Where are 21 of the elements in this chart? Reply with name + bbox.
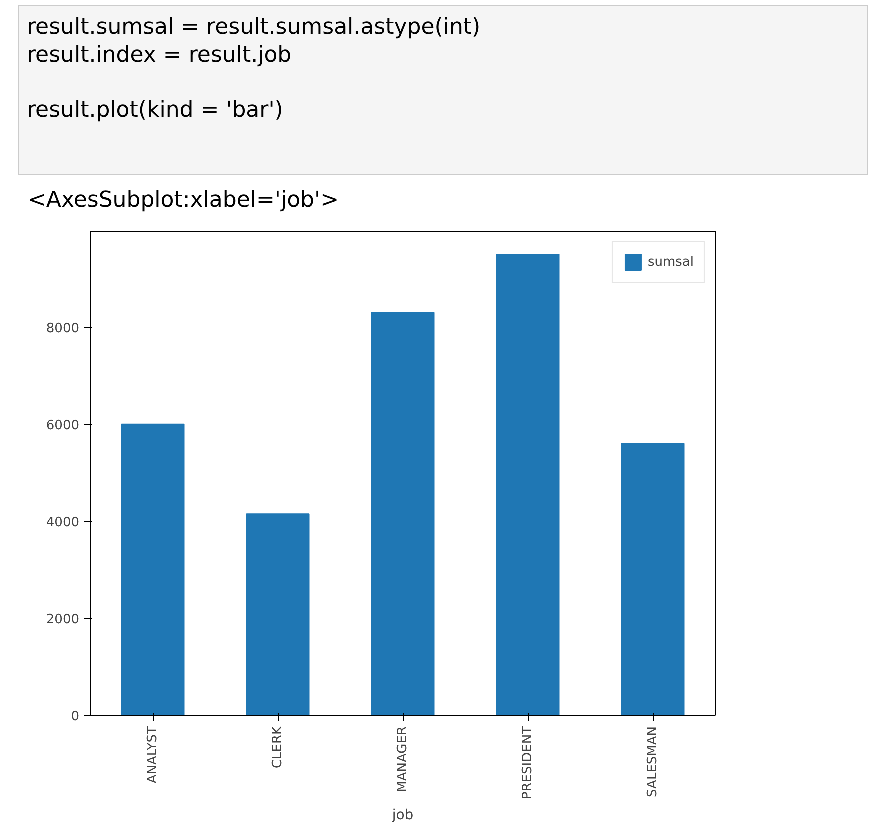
x-tick-label: MANAGER [396,726,410,792]
text: result.sumsal = result.sumsal.astype(int) [27,15,481,40]
bar [621,443,685,716]
x-tick-label: CLERK [270,726,286,769]
y-tick-label: 6000 [46,418,80,434]
y-tick-label: 4000 [46,515,80,530]
bar [371,312,435,716]
x-tick-label: SALESMAN [646,726,660,798]
y-tick-label: 0 [71,710,80,724]
text: result.index = result.job [27,42,292,68]
bar [246,514,310,716]
x-tick-label: PRESIDENT [520,726,536,800]
text: <AxesSubplot:xlabel='job'> [28,187,339,215]
x-tick-label: ANALYST [146,726,160,784]
bar [496,254,560,716]
text: result.plot(kind = 'bar') [27,98,284,122]
y-tick-label: 2000 [46,612,80,628]
legend-label: sumsal [648,254,694,270]
bar [121,424,185,716]
y-tick-label: 8000 [46,321,80,336]
x-axis-title: job [391,808,414,824]
